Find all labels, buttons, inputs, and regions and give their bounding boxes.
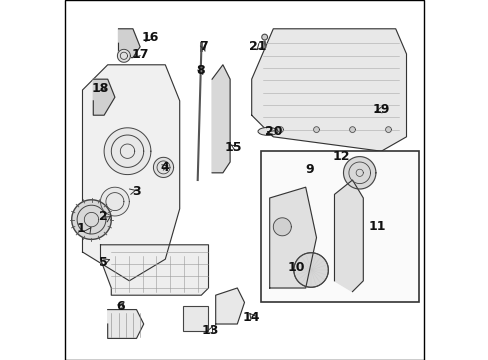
Polygon shape <box>293 253 328 287</box>
Polygon shape <box>72 200 111 239</box>
Text: 12: 12 <box>332 150 350 163</box>
Text: 10: 10 <box>287 261 305 274</box>
Polygon shape <box>107 310 143 338</box>
Text: 2: 2 <box>99 210 107 223</box>
Polygon shape <box>118 29 140 58</box>
Polygon shape <box>215 288 244 324</box>
Text: 14: 14 <box>243 311 260 324</box>
Text: 15: 15 <box>224 141 241 154</box>
Polygon shape <box>93 79 115 115</box>
Polygon shape <box>313 127 319 132</box>
Text: 17: 17 <box>131 48 148 60</box>
Polygon shape <box>101 245 208 295</box>
Ellipse shape <box>258 127 277 135</box>
Text: 4: 4 <box>161 161 169 174</box>
Polygon shape <box>153 157 173 177</box>
Text: 16: 16 <box>141 31 159 44</box>
Text: 7: 7 <box>198 40 207 53</box>
Text: 11: 11 <box>368 220 386 233</box>
Text: 13: 13 <box>201 324 219 337</box>
Polygon shape <box>251 29 406 151</box>
Text: 21: 21 <box>249 40 266 53</box>
Polygon shape <box>269 187 316 288</box>
Text: 5: 5 <box>99 256 107 269</box>
Text: 9: 9 <box>305 163 313 176</box>
Polygon shape <box>273 218 291 236</box>
Polygon shape <box>385 127 390 132</box>
Text: 1: 1 <box>76 222 85 235</box>
Polygon shape <box>104 128 151 175</box>
Text: 18: 18 <box>92 82 109 95</box>
Polygon shape <box>212 65 230 173</box>
Polygon shape <box>261 34 267 40</box>
Polygon shape <box>349 127 355 132</box>
Polygon shape <box>82 65 179 281</box>
Bar <box>183 306 208 331</box>
Polygon shape <box>334 180 363 292</box>
Bar <box>260 151 418 302</box>
Polygon shape <box>117 49 130 62</box>
Text: 6: 6 <box>116 300 124 313</box>
Text: 3: 3 <box>132 185 141 198</box>
Text: 8: 8 <box>196 64 204 77</box>
Text: 19: 19 <box>372 103 389 116</box>
Text: 20: 20 <box>264 125 282 138</box>
Polygon shape <box>277 127 283 132</box>
Polygon shape <box>101 187 129 216</box>
Polygon shape <box>343 157 375 189</box>
